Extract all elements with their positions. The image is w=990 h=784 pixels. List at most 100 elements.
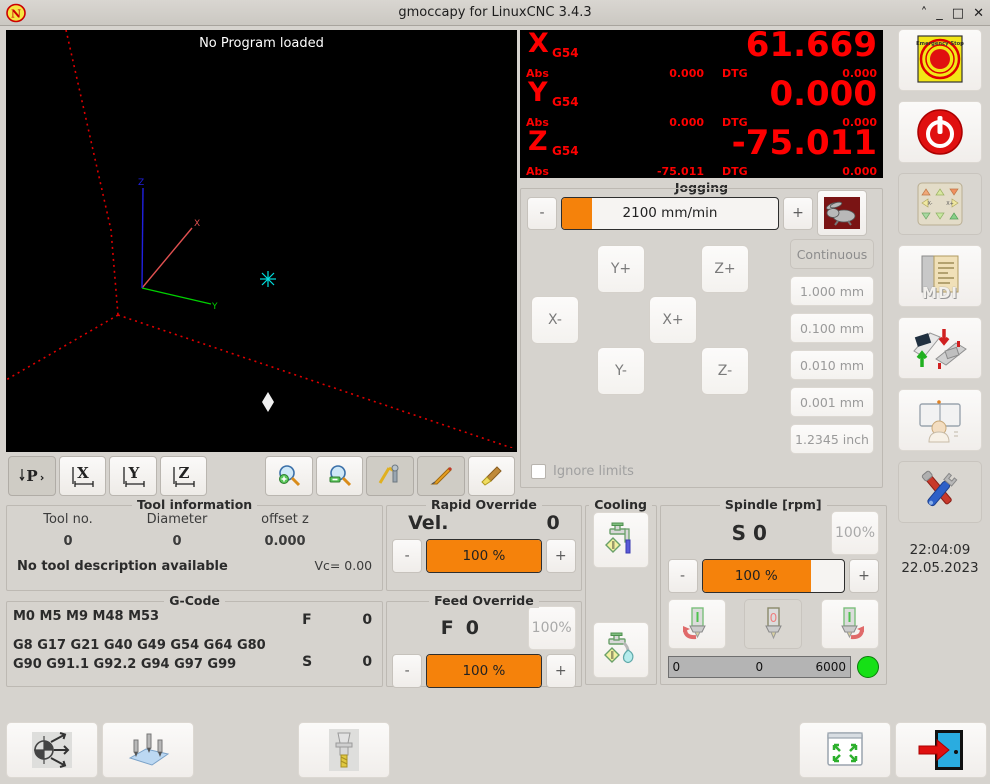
rabbit-rapid-icon[interactable] (817, 190, 867, 236)
spindle-speed-bar-row: 0 0 6000 (667, 656, 879, 678)
tool-offsets-button[interactable] (102, 722, 194, 778)
jog-y-minus-button[interactable]: Y- (597, 347, 645, 395)
edit-pencil-icon[interactable] (416, 456, 465, 496)
dro-dtg-value: 0.000 (842, 67, 877, 80)
manual-mode-button[interactable]: X- X+ (898, 173, 982, 235)
clear-plot-icon[interactable] (467, 456, 516, 496)
tool-offsetz-value: 0.000 (264, 534, 306, 549)
dimensions-icon[interactable] (366, 456, 414, 496)
rapid-override-plus-button[interactable]: + (545, 539, 576, 573)
spindle-direction-row: 0 (667, 599, 879, 649)
svg-text:X: X (194, 219, 200, 229)
dro-abs-value: 0.000 (669, 67, 704, 80)
feed-override-minus-button[interactable]: - (392, 654, 423, 688)
touch-off-button[interactable] (6, 722, 98, 778)
rapid-override-minus-button[interactable]: - (392, 539, 423, 573)
settings-button[interactable] (898, 461, 982, 523)
dro-axis-y: Y G54 0.000 Abs 0.000 DTG 0.000 (526, 76, 877, 130)
jog-increment-0010mm[interactable]: 0.010 mm (790, 350, 874, 380)
jog-x-minus-button[interactable]: X- (531, 296, 579, 344)
tool-description-row: No tool description available Vc= 0.00 (13, 549, 376, 574)
shade-button[interactable]: ˄ (920, 5, 928, 21)
mdi-label: MDI (922, 284, 958, 302)
tool-diameter-value: 0 (172, 534, 182, 549)
rapid-velocity-row: Vel. 0 (392, 510, 576, 539)
spindle-speed-bar: 0 0 6000 (667, 656, 851, 678)
spindle-speed-row: S 0 100% (668, 511, 879, 555)
zoom-in-icon[interactable] (265, 456, 313, 496)
spindle-override-minus-button[interactable]: - (667, 559, 698, 593)
spindle-stop-button[interactable]: 0 (744, 599, 803, 649)
spindle-speed-value: S 0 (731, 521, 767, 545)
gcode-s-value: 0 (362, 654, 373, 671)
jog-increment-1mm[interactable]: 1.000 mm (790, 276, 874, 306)
ignore-limits-row[interactable]: Ignore limits (531, 464, 634, 479)
dro-jog-column: X G54 61.669 Abs 0.000 DTG 0.000 Y G54 0… (520, 26, 890, 498)
spindle-override-fill (702, 560, 812, 592)
jog-speed-bar[interactable]: 2100 mm/min (561, 196, 779, 230)
tool-information-values: 0 0 0.000 (13, 527, 376, 549)
view-p-button[interactable]: P (8, 456, 56, 496)
close-button[interactable]: ✕ (973, 5, 984, 21)
maximize-button[interactable]: □ (951, 5, 965, 21)
jog-increment-0001mm[interactable]: 0.001 mm (790, 387, 874, 417)
spindle-override-plus-button[interactable]: + (849, 559, 879, 593)
coolant-mist-icon[interactable] (592, 622, 649, 678)
machine-power-button[interactable] (898, 101, 982, 163)
jogging-title: Jogging (669, 180, 734, 195)
tool-change-button[interactable] (298, 722, 390, 778)
dro-abs-label: Abs (526, 116, 549, 129)
jog-speed-plus-button[interactable]: + (783, 196, 813, 230)
rapid-override-bar[interactable]: 100 % (426, 539, 542, 573)
gcode-title: G-Code (164, 593, 225, 608)
view-y-button[interactable]: Y (109, 456, 157, 496)
gcode-mcodes: M0 M5 M9 M48 M53 (13, 609, 160, 624)
feed-override-plus-button[interactable]: + (545, 654, 576, 688)
fullscreen-button[interactable] (799, 722, 891, 778)
rapid-override-panel: Rapid Override Vel. 0 - 100 % + (386, 497, 582, 591)
jog-y-plus-button[interactable]: Y+ (597, 245, 645, 293)
feed-override-controls: - 100 % + (392, 654, 576, 688)
spindle-status-led (857, 656, 879, 678)
svg-text:Emergency Stop: Emergency Stop (916, 41, 964, 47)
view-x-button[interactable]: X (58, 456, 107, 496)
svg-text:X-: X- (928, 201, 933, 207)
spindle-override-bar[interactable]: 100 % (701, 559, 845, 593)
jog-increment-continuous[interactable]: Continuous (790, 239, 874, 269)
estop-button[interactable]: Emergency Stop (898, 29, 982, 91)
ignore-limits-checkbox[interactable] (531, 464, 546, 479)
gcode-preview-view[interactable]: X Y Z No Program loaded (6, 30, 517, 452)
feed-override-value: 100 % (462, 663, 506, 679)
spindle-override-reset-button[interactable]: 100% (831, 511, 879, 555)
jog-z-plus-button[interactable]: Z+ (701, 245, 749, 293)
feed-override-reset-button[interactable]: 100% (527, 606, 576, 650)
jog-x-plus-button[interactable]: X+ (649, 296, 697, 344)
exit-button[interactable] (895, 722, 987, 778)
spindle-cw-button[interactable] (820, 599, 879, 649)
gcode-f-label: F (302, 612, 312, 629)
svg-text:X+: X+ (946, 201, 954, 207)
spindle-ccw-button[interactable] (667, 599, 726, 649)
spindle-title: Spindle [rpm] (719, 497, 827, 512)
clock-date: 22.05.2023 (901, 560, 979, 577)
feed-override-bar[interactable]: 100 % (426, 654, 542, 688)
auto-mode-button[interactable] (898, 317, 982, 379)
window-controls: ˄ _ □ ✕ (921, 0, 984, 26)
preview-toolbar: P X Y (6, 452, 517, 498)
window-title: gmoccapy for LinuxCNC 3.4.3 (398, 5, 592, 20)
jog-z-minus-button[interactable]: Z- (701, 347, 749, 395)
zoom-out-icon[interactable] (315, 456, 364, 496)
user-tabs-button[interactable] (898, 389, 982, 451)
jog-increment-inch[interactable]: 1.2345 inch (790, 424, 874, 454)
coolant-flood-icon[interactable] (592, 512, 649, 568)
jog-increment-0100mm[interactable]: 0.100 mm (790, 313, 874, 343)
mdi-mode-button[interactable]: MDI (898, 245, 982, 307)
minimize-button[interactable]: _ (936, 5, 943, 21)
spindle-override-controls: - 100 % + (667, 559, 879, 593)
feed-value: 0 (465, 617, 480, 639)
view-z-button[interactable]: Z (159, 456, 208, 496)
dro-abs-value: 0.000 (669, 116, 704, 129)
tool-no-header: Tool no. (43, 512, 93, 527)
gcode-gcodes-line1: G8 G17 G21 G40 G49 G54 G64 G80 (13, 637, 266, 653)
jog-speed-minus-button[interactable]: - (527, 196, 557, 230)
